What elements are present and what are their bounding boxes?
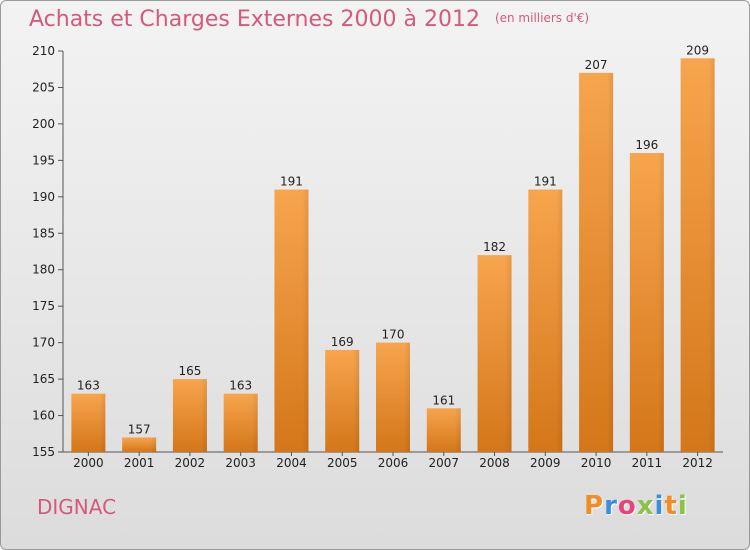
bar-shade xyxy=(607,72,614,452)
y-tick-label: 165 xyxy=(32,372,55,386)
bar-shade xyxy=(404,342,410,452)
chart-title-text: Achats et Charges Externes 2000 à 2012 xyxy=(29,7,480,32)
y-tick-label: 180 xyxy=(32,263,55,277)
x-tick-label: 2007 xyxy=(428,456,459,470)
logo-letter: r xyxy=(604,491,618,521)
data-label: 163 xyxy=(229,379,252,393)
x-tick-label: 2010 xyxy=(581,456,612,470)
y-tick-label: 205 xyxy=(32,80,55,94)
x-tick-label: 2000 xyxy=(73,456,104,470)
bar-shade xyxy=(99,393,106,452)
y-tick-label: 155 xyxy=(32,445,55,459)
x-tick-label: 2004 xyxy=(276,456,307,470)
logo-letter: P xyxy=(584,491,605,521)
data-label: 191 xyxy=(534,175,557,189)
proxiti-logo: Proxiti xyxy=(584,491,688,521)
x-tick-label: 2012 xyxy=(682,456,713,470)
bar-shade xyxy=(556,189,563,452)
bar-shade xyxy=(454,408,461,452)
y-tick-label: 190 xyxy=(32,190,55,204)
x-tick-label: 2001 xyxy=(124,456,155,470)
chart-title: Achats et Charges Externes 2000 à 2012 (… xyxy=(29,7,589,32)
data-label: 209 xyxy=(686,43,709,57)
y-tick-label: 210 xyxy=(32,44,55,58)
data-label: 157 xyxy=(128,422,151,436)
bar-shade xyxy=(657,153,664,452)
logo-letter: x xyxy=(636,491,655,521)
data-label: 169 xyxy=(331,335,354,349)
logo-letter: t xyxy=(664,491,678,521)
logo-letter: i xyxy=(654,491,665,521)
data-label: 163 xyxy=(77,379,100,393)
data-label: 170 xyxy=(382,328,405,342)
data-label: 191 xyxy=(280,175,303,189)
data-label: 165 xyxy=(178,364,201,378)
y-tick-label: 160 xyxy=(32,409,55,423)
y-tick-label: 195 xyxy=(32,153,55,167)
data-label: 196 xyxy=(635,138,658,152)
bar-shade xyxy=(353,349,360,452)
bar-shade xyxy=(505,255,512,452)
y-tick-label: 175 xyxy=(32,299,55,313)
logo-letter: i xyxy=(677,491,688,521)
y-tick-label: 185 xyxy=(32,226,55,240)
y-tick-label: 170 xyxy=(32,336,55,350)
commune-name: DIGNAC xyxy=(37,495,117,519)
x-tick-label: 2009 xyxy=(530,456,561,470)
x-tick-label: 2005 xyxy=(327,456,358,470)
x-tick-label: 2008 xyxy=(479,456,510,470)
x-tick-label: 2002 xyxy=(175,456,206,470)
bar xyxy=(122,437,157,452)
data-label: 182 xyxy=(483,240,506,254)
bars-group: 163 157 165 163 191 169 170 161 182 191 207 196 209 xyxy=(71,43,715,453)
x-tick-label: 2006 xyxy=(378,456,409,470)
x-tick-label: 2011 xyxy=(632,456,663,470)
data-label: 207 xyxy=(585,58,608,72)
y-tick-label: 200 xyxy=(32,117,55,131)
bar-shade xyxy=(150,437,157,452)
bar-shade xyxy=(251,393,258,452)
data-label: 161 xyxy=(432,393,455,407)
bar-shade xyxy=(200,379,207,452)
x-tick-label: 2003 xyxy=(225,456,256,470)
logo-letter: o xyxy=(617,491,637,521)
x-axis: 2000 2001 2002 2003 2004 2005 2006 2007 2008 2009… xyxy=(63,451,723,470)
y-axis: 155 160 165 170 175 180 185 190 195 200 205 210 xyxy=(32,44,64,459)
bar-shade xyxy=(708,58,715,453)
chart-subtitle: (en milliers d'€) xyxy=(494,11,590,25)
bar-shade xyxy=(302,189,309,452)
